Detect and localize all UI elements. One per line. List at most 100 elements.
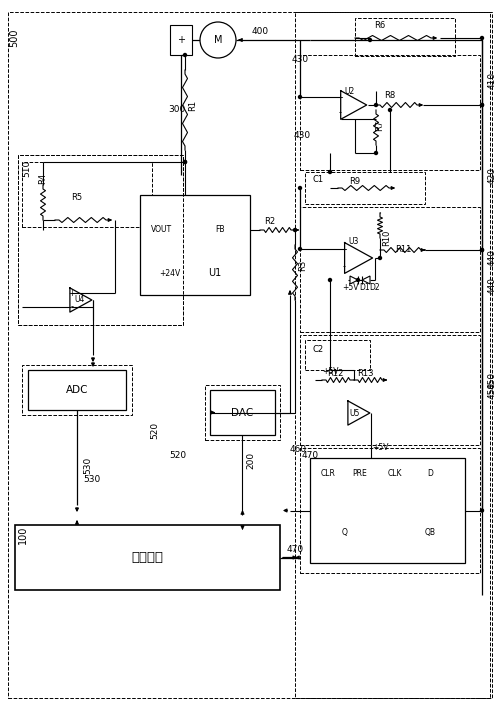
Circle shape bbox=[479, 103, 482, 107]
Circle shape bbox=[298, 247, 301, 250]
Circle shape bbox=[374, 103, 377, 107]
Text: U5: U5 bbox=[349, 409, 360, 418]
Bar bbox=[300, 335, 479, 445]
Text: R6: R6 bbox=[374, 21, 385, 30]
Bar bbox=[300, 448, 479, 573]
Text: 520: 520 bbox=[169, 450, 186, 460]
Text: -: - bbox=[338, 108, 341, 117]
Text: +5V: +5V bbox=[321, 368, 338, 377]
Text: 420: 420 bbox=[486, 167, 495, 184]
Bar bbox=[170, 25, 191, 55]
Text: 300: 300 bbox=[168, 105, 185, 115]
Bar bbox=[28, 370, 126, 410]
Bar bbox=[18, 155, 183, 325]
Text: R12: R12 bbox=[326, 368, 343, 378]
Text: C2: C2 bbox=[312, 346, 323, 354]
Text: -: - bbox=[70, 303, 73, 312]
Bar bbox=[354, 18, 454, 56]
Text: 440: 440 bbox=[486, 276, 495, 293]
Circle shape bbox=[374, 151, 377, 155]
Text: -: - bbox=[342, 262, 345, 271]
Text: 450: 450 bbox=[486, 382, 495, 399]
Circle shape bbox=[298, 95, 301, 98]
Text: R9: R9 bbox=[349, 177, 360, 187]
Text: +: + bbox=[336, 93, 343, 102]
Bar bbox=[310, 458, 464, 563]
Circle shape bbox=[479, 509, 482, 512]
Circle shape bbox=[328, 170, 331, 173]
Text: +5V: +5V bbox=[371, 443, 387, 452]
Text: R7: R7 bbox=[375, 119, 384, 131]
Text: D2: D2 bbox=[369, 284, 380, 293]
Circle shape bbox=[479, 248, 482, 252]
Text: M: M bbox=[213, 35, 222, 45]
Circle shape bbox=[293, 228, 296, 231]
Circle shape bbox=[479, 103, 482, 107]
Text: 530: 530 bbox=[83, 457, 92, 474]
Text: R5: R5 bbox=[71, 194, 82, 202]
Bar bbox=[15, 525, 280, 590]
Bar bbox=[305, 172, 424, 204]
Circle shape bbox=[183, 160, 186, 163]
Bar bbox=[18, 155, 183, 325]
Bar bbox=[204, 385, 280, 440]
Circle shape bbox=[356, 279, 359, 281]
Circle shape bbox=[298, 187, 301, 189]
Circle shape bbox=[388, 108, 391, 112]
Text: 430: 430 bbox=[291, 56, 308, 64]
Circle shape bbox=[479, 37, 482, 40]
Text: DAC: DAC bbox=[231, 407, 253, 418]
Text: R10: R10 bbox=[382, 230, 391, 246]
Text: U4: U4 bbox=[75, 296, 85, 305]
Text: U2: U2 bbox=[344, 86, 354, 95]
Circle shape bbox=[183, 54, 186, 57]
Polygon shape bbox=[361, 276, 369, 284]
Bar bbox=[300, 207, 479, 332]
Text: +: + bbox=[177, 35, 185, 45]
Text: 470: 470 bbox=[301, 452, 318, 460]
Text: VOUT: VOUT bbox=[151, 226, 172, 235]
Bar bbox=[300, 55, 479, 170]
Text: 450: 450 bbox=[486, 371, 495, 389]
Text: PRE: PRE bbox=[352, 469, 367, 477]
Text: Q: Q bbox=[341, 529, 347, 537]
Text: +24V: +24V bbox=[159, 269, 180, 278]
Text: 400: 400 bbox=[251, 28, 268, 37]
Text: +: + bbox=[340, 245, 347, 254]
Circle shape bbox=[199, 22, 235, 58]
Text: R4: R4 bbox=[39, 173, 48, 184]
Text: +: + bbox=[69, 288, 75, 298]
Bar bbox=[295, 12, 489, 698]
Text: +5V: +5V bbox=[341, 284, 358, 293]
Text: D: D bbox=[426, 469, 432, 477]
Polygon shape bbox=[349, 276, 357, 284]
Text: 控速器系: 控速器系 bbox=[131, 551, 163, 564]
Text: R8: R8 bbox=[384, 90, 395, 100]
Bar bbox=[305, 340, 369, 370]
Text: U1: U1 bbox=[208, 268, 221, 278]
Text: 460: 460 bbox=[289, 445, 306, 455]
Text: D1: D1 bbox=[359, 284, 370, 293]
Bar bbox=[22, 162, 152, 227]
Text: R13: R13 bbox=[356, 368, 373, 378]
Circle shape bbox=[328, 279, 331, 281]
Text: 520: 520 bbox=[150, 421, 159, 438]
Text: 410: 410 bbox=[486, 71, 495, 88]
Circle shape bbox=[378, 257, 381, 259]
Text: FB: FB bbox=[215, 226, 224, 235]
Text: 430: 430 bbox=[293, 131, 310, 139]
Circle shape bbox=[368, 38, 371, 42]
Circle shape bbox=[479, 248, 482, 252]
Bar bbox=[209, 390, 275, 435]
Text: ADC: ADC bbox=[66, 385, 88, 395]
Text: CLR: CLR bbox=[320, 469, 335, 477]
Text: 530: 530 bbox=[83, 476, 100, 484]
Bar bbox=[140, 195, 249, 295]
Text: 100: 100 bbox=[18, 526, 28, 544]
Circle shape bbox=[183, 160, 186, 163]
Text: 470: 470 bbox=[286, 545, 303, 554]
Text: R1: R1 bbox=[188, 100, 197, 110]
Text: 440: 440 bbox=[486, 248, 495, 266]
Text: 500: 500 bbox=[9, 29, 19, 47]
Text: R2: R2 bbox=[264, 218, 275, 226]
